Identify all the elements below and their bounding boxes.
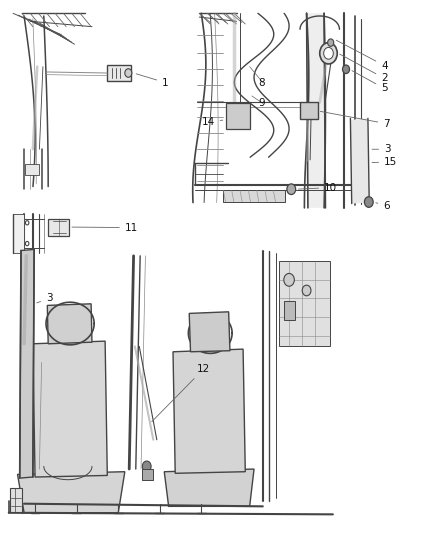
Polygon shape	[307, 13, 325, 208]
Text: 10: 10	[298, 183, 337, 192]
Circle shape	[125, 69, 132, 77]
Circle shape	[364, 197, 373, 207]
Bar	[142, 469, 153, 480]
Circle shape	[142, 461, 151, 472]
Circle shape	[343, 65, 350, 74]
Bar	[279, 261, 330, 346]
Text: 12: 12	[152, 364, 210, 422]
Polygon shape	[173, 349, 245, 473]
Text: 11: 11	[72, 223, 138, 232]
Bar	[10, 488, 22, 512]
Circle shape	[328, 39, 334, 46]
Text: 7: 7	[320, 111, 390, 128]
Text: 2: 2	[340, 54, 388, 83]
Text: 3: 3	[372, 144, 391, 154]
Circle shape	[287, 184, 296, 195]
Text: 6: 6	[376, 201, 390, 211]
Text: 15: 15	[372, 157, 397, 167]
Bar	[284, 301, 295, 320]
Text: 5: 5	[352, 71, 388, 93]
Circle shape	[324, 47, 333, 59]
Polygon shape	[33, 341, 107, 477]
Bar	[226, 103, 250, 129]
Bar	[223, 190, 285, 202]
Text: 4: 4	[336, 40, 388, 70]
Text: 14: 14	[201, 117, 223, 126]
Text: 3: 3	[37, 294, 53, 303]
Circle shape	[320, 43, 337, 64]
Polygon shape	[164, 469, 254, 506]
Circle shape	[25, 241, 29, 246]
Polygon shape	[20, 249, 34, 478]
Polygon shape	[189, 312, 230, 352]
Text: 1: 1	[136, 74, 169, 87]
Bar	[25, 164, 39, 175]
Polygon shape	[47, 304, 92, 344]
Bar	[300, 102, 318, 119]
Text: 9: 9	[258, 99, 265, 108]
Bar	[107, 65, 131, 81]
Circle shape	[302, 285, 311, 296]
Polygon shape	[350, 118, 369, 204]
Bar	[48, 219, 69, 236]
Circle shape	[25, 221, 29, 225]
Polygon shape	[18, 472, 125, 513]
Text: 8: 8	[258, 78, 265, 87]
Polygon shape	[13, 214, 24, 253]
Circle shape	[284, 273, 294, 286]
